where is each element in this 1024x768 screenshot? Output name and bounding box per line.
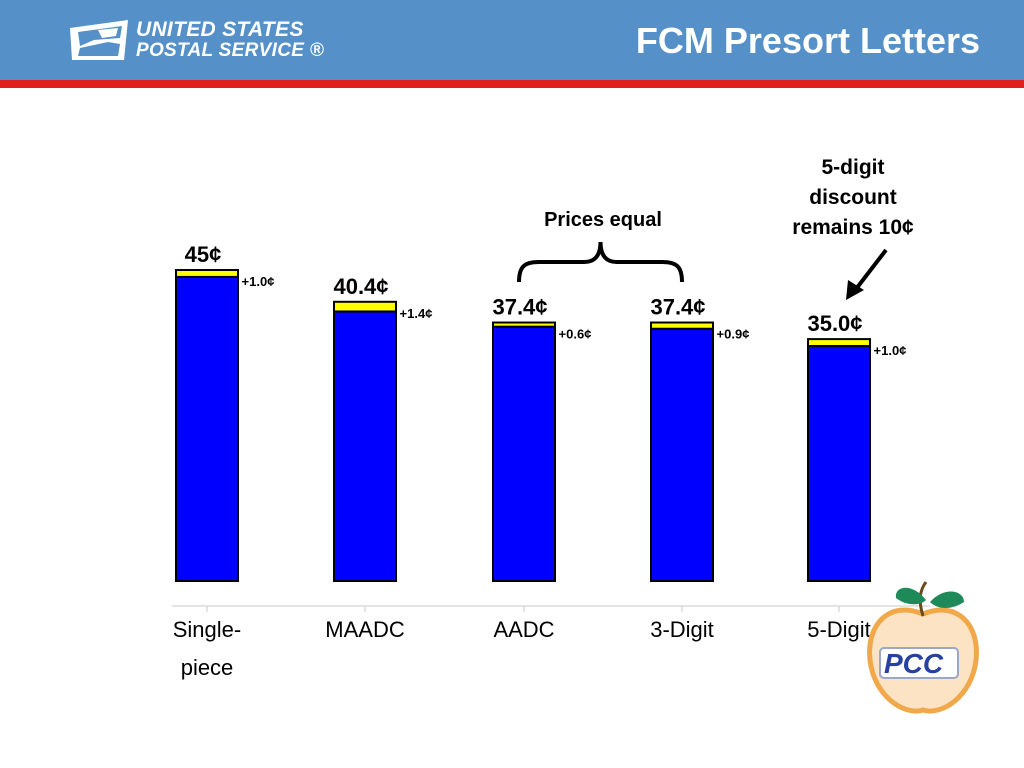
total-label: 40.4¢ — [333, 274, 388, 299]
header-stripe — [0, 80, 1024, 88]
bar-increase — [807, 338, 871, 348]
total-label: 45¢ — [185, 242, 222, 267]
header-bar — [0, 0, 1024, 80]
discount-note-line: discount — [809, 186, 897, 209]
page-title: FCM Presort Letters — [635, 20, 980, 61]
bar-base — [807, 345, 871, 582]
bar-base — [492, 325, 556, 582]
bar-increase — [333, 300, 397, 313]
category-label: Single- — [173, 617, 241, 642]
category-label-line2: piece — [181, 655, 234, 680]
prices-equal-label: Prices equal — [544, 209, 662, 231]
pcc-logo-text: PCC — [884, 648, 944, 679]
increase-label: +0.9¢ — [717, 327, 750, 342]
logo-line2: POSTAL SERVICE ® — [136, 40, 325, 61]
arrow-head — [846, 280, 864, 300]
bar-increase — [175, 269, 239, 278]
category-label: AADC — [493, 617, 554, 642]
total-label: 35.0¢ — [807, 311, 862, 336]
category-label: 5-Digit — [807, 617, 871, 642]
peach-logo-icon: PCC — [867, 581, 979, 714]
eagle-logo-icon — [70, 20, 128, 60]
category-label: MAADC — [325, 617, 405, 642]
total-label: 37.4¢ — [492, 295, 547, 320]
arrow-shaft — [854, 248, 888, 291]
brace-annotation — [517, 241, 684, 283]
discount-note-line: remains 10¢ — [792, 216, 914, 239]
increase-label: +1.4¢ — [400, 306, 433, 321]
bar-base — [650, 327, 714, 582]
increase-label: +1.0¢ — [874, 343, 907, 358]
bar-base — [175, 275, 239, 582]
bar-base — [333, 310, 397, 582]
increase-label: +1.0¢ — [242, 274, 275, 289]
arrow-annotation — [846, 248, 888, 300]
bar-increase — [650, 321, 714, 330]
logo-line1: UNITED STATES — [136, 18, 304, 41]
discount-note-line: 5-digit — [822, 156, 885, 179]
total-label: 37.4¢ — [650, 295, 705, 320]
bar-increase — [492, 321, 556, 328]
increase-label: +0.6¢ — [559, 327, 592, 342]
category-label: 3-Digit — [650, 617, 714, 642]
